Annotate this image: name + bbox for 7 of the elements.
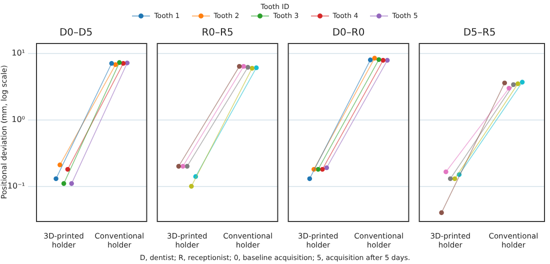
y-tick-label: 10⁰ — [12, 114, 25, 124]
chart-title: R0–R5 — [202, 28, 234, 39]
chart-title: D5–R5 — [463, 28, 496, 39]
chart-title: D0–D5 — [59, 28, 93, 39]
chart-title: D0–R0 — [332, 28, 365, 39]
y-tick-label: 10¹ — [12, 48, 25, 58]
y-tick-label: 10⁻¹ — [7, 181, 25, 190]
